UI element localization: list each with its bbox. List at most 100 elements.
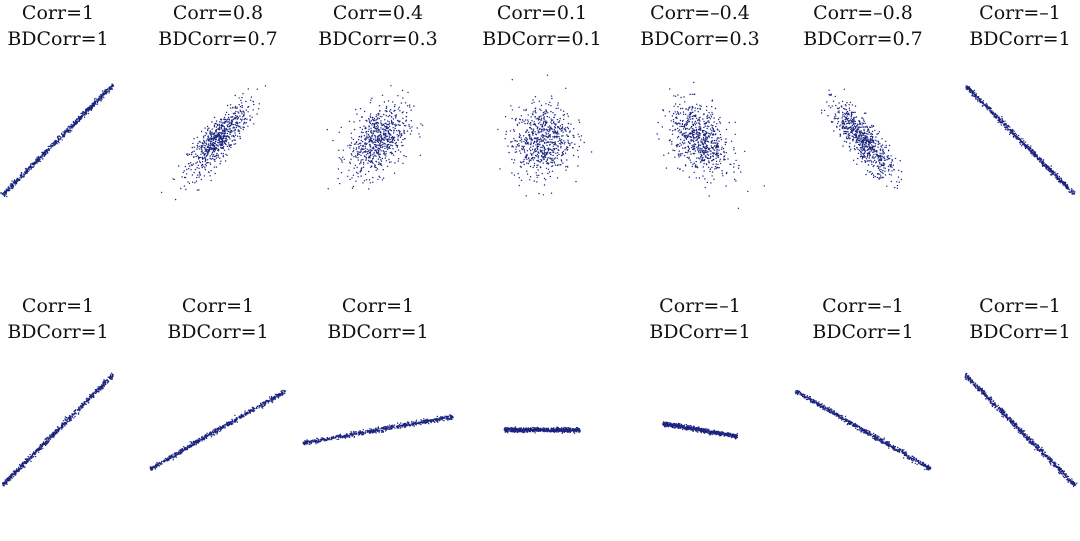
scatter-point: [532, 99, 533, 100]
scatter-point: [849, 120, 850, 121]
scatter-point: [564, 128, 565, 129]
scatter-point: [1009, 126, 1010, 127]
scatter-point: [220, 121, 221, 122]
scatter-point: [541, 160, 542, 161]
scatter-point: [191, 154, 192, 155]
scatter-point: [699, 119, 700, 120]
scatter-point: [207, 159, 208, 160]
scatter-point: [687, 115, 688, 116]
scatter-point: [718, 119, 719, 120]
scatter-point: [231, 135, 232, 136]
scatter-point: [11, 183, 12, 184]
scatter-point: [557, 145, 558, 146]
scatter-point: [878, 142, 879, 143]
scatter-point: [241, 102, 242, 103]
scatter-point: [568, 136, 569, 137]
scatter-point: [190, 162, 191, 163]
scatter-point: [378, 126, 379, 127]
scatter-point: [705, 135, 706, 136]
scatter-point: [712, 140, 713, 141]
scatter-point: [385, 130, 386, 131]
scatter-point: [542, 137, 543, 138]
scatter-point: [733, 149, 734, 150]
scatter-point: [371, 98, 372, 99]
scatter-point: [864, 147, 865, 148]
scatter-point: [514, 159, 515, 160]
scatter-point: [517, 124, 518, 125]
scatter-point: [239, 104, 240, 105]
scatter-point: [188, 168, 189, 169]
scatter-point: [375, 149, 376, 150]
scatter-point: [193, 163, 194, 164]
scatter-point: [715, 126, 716, 127]
scatter-point: [196, 156, 197, 157]
scatter-point: [893, 169, 894, 170]
scatter-point: [858, 140, 859, 141]
scatter-point: [835, 105, 836, 106]
scatter-point: [548, 133, 549, 134]
corr-label: Corr=0.8: [141, 2, 295, 24]
scatter-point: [225, 143, 226, 144]
scatter-point: [678, 144, 679, 145]
scatter-point: [853, 160, 854, 161]
scatter-point: [874, 130, 875, 131]
scatter-point: [1030, 151, 1031, 152]
scatter-point: [532, 134, 533, 135]
scatter-point: [709, 162, 710, 163]
scatter-point: [394, 124, 395, 125]
scatter-point: [375, 156, 376, 157]
scatter-point: [570, 124, 571, 125]
scatter-point: [347, 145, 348, 146]
scatter-point: [1037, 156, 1038, 157]
scatter-point: [682, 170, 683, 171]
scatter-point: [517, 141, 518, 142]
scatter-point: [224, 142, 225, 143]
scatter-point: [846, 137, 847, 138]
scatter-point: [698, 111, 699, 112]
scatter-point: [342, 157, 343, 158]
scatter-point: [183, 172, 184, 173]
scatter-point: [556, 148, 557, 149]
scatter-point: [702, 131, 703, 132]
scatter-point: [370, 151, 371, 152]
scatter-point: [526, 195, 527, 196]
scatter-point: [219, 124, 220, 125]
scatter-point: [571, 142, 572, 143]
scatter-point: [873, 175, 874, 176]
scatter-point: [543, 128, 544, 129]
scatter-point: [521, 139, 522, 140]
scatter-point: [549, 144, 550, 145]
scatter-point: [532, 114, 533, 115]
scatter-point: [379, 157, 380, 158]
scatter-point: [549, 157, 550, 158]
scatter-point: [712, 152, 713, 153]
scatter-point: [882, 156, 883, 157]
scatter-point: [534, 116, 535, 117]
scatter-point: [971, 91, 972, 92]
scatter-point: [678, 154, 679, 155]
scatter-point: [393, 110, 394, 111]
scatter-point: [712, 171, 713, 172]
scatter-point: [875, 140, 876, 141]
scatter-point: [524, 123, 525, 124]
scatter-point: [11, 180, 12, 181]
scatter-point: [80, 119, 81, 120]
scatter-point: [552, 152, 553, 153]
scatter-point: [208, 151, 209, 152]
scatter-point: [715, 158, 716, 159]
scatter-point: [234, 139, 235, 140]
scatter-point: [197, 189, 198, 190]
scatter-point: [364, 151, 365, 152]
scatter-point: [1062, 181, 1063, 182]
scatter-point: [871, 133, 872, 134]
scatter-point: [208, 139, 209, 140]
scatter-point: [381, 140, 382, 141]
scatter-point: [876, 140, 877, 141]
scatter-point: [402, 97, 403, 98]
scatter-point: [537, 177, 538, 178]
scatter-point: [562, 126, 563, 127]
scatter-point: [703, 170, 704, 171]
scatter-point: [562, 162, 563, 163]
scatter-point: [389, 126, 390, 127]
scatter-point: [228, 118, 229, 119]
